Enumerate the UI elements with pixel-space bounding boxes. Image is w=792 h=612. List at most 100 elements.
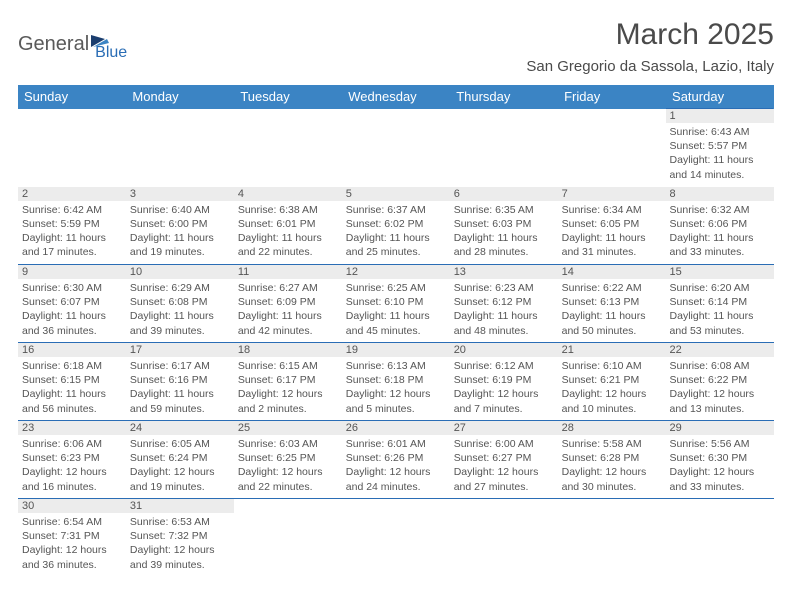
- calendar-cell: 25 Sunrise: 6:03 AMSunset: 6:25 PMDayligh…: [234, 421, 342, 499]
- day-number: 18: [234, 343, 342, 357]
- day-header: Sunday: [18, 85, 126, 109]
- sunrise-line: Sunrise: 6:32 AM: [670, 203, 770, 217]
- sunset-line: Sunset: 6:25 PM: [238, 451, 338, 465]
- day-details: Sunrise: 6:37 AMSunset: 6:02 PMDaylight:…: [346, 203, 446, 260]
- calendar-cell: [342, 499, 450, 577]
- sunrise-line: Sunrise: 6:17 AM: [130, 359, 230, 373]
- daylight-line: Daylight: 12 hours and 2 minutes.: [238, 387, 338, 415]
- daylight-line: Daylight: 11 hours and 56 minutes.: [22, 387, 122, 415]
- calendar-row: 30Sunrise: 6:54 AMSunset: 7:31 PMDayligh…: [18, 499, 774, 577]
- day-details: Sunrise: 6:25 AMSunset: 6:10 PMDaylight:…: [346, 281, 446, 338]
- location: San Gregorio da Sassola, Lazio, Italy: [526, 58, 774, 75]
- day-details: Sunrise: 6:03 AMSunset: 6:25 PMDaylight:…: [238, 437, 338, 494]
- calendar-row: 2Sunrise: 6:42 AMSunset: 5:59 PMDaylight…: [18, 187, 774, 265]
- calendar-cell: 19 Sunrise: 6:13 AMSunset: 6:18 PMDayligh…: [342, 343, 450, 421]
- day-header: Thursday: [450, 85, 558, 109]
- calendar-cell: 23Sunrise: 6:06 AMSunset: 6:23 PMDayligh…: [18, 421, 126, 499]
- day-number: 14: [558, 265, 666, 279]
- calendar-cell: 10Sunrise: 6:29 AMSunset: 6:08 PMDayligh…: [126, 265, 234, 343]
- day-header: Friday: [558, 85, 666, 109]
- day-details: Sunrise: 6:34 AMSunset: 6:05 PMDaylight:…: [562, 203, 662, 260]
- day-details: Sunrise: 6:30 AMSunset: 6:07 PMDaylight:…: [22, 281, 122, 338]
- calendar-cell: [234, 109, 342, 187]
- sunset-line: Sunset: 6:05 PM: [562, 217, 662, 231]
- sunrise-line: Sunrise: 6:34 AM: [562, 203, 662, 217]
- sunset-line: Sunset: 6:28 PM: [562, 451, 662, 465]
- sunset-line: Sunset: 6:09 PM: [238, 295, 338, 309]
- sunset-line: Sunset: 7:31 PM: [22, 529, 122, 543]
- sunrise-line: Sunrise: 6:01 AM: [346, 437, 446, 451]
- day-number: 3: [126, 187, 234, 201]
- sunrise-line: Sunrise: 6:08 AM: [670, 359, 770, 373]
- day-details: Sunrise: 6:13 AMSunset: 6:18 PMDaylight:…: [346, 359, 446, 416]
- calendar-cell: 7Sunrise: 6:34 AMSunset: 6:05 PMDaylight…: [558, 187, 666, 265]
- daylight-line: Daylight: 11 hours and 45 minutes.: [346, 309, 446, 337]
- sunrise-line: Sunrise: 6:15 AM: [238, 359, 338, 373]
- sunset-line: Sunset: 6:24 PM: [130, 451, 230, 465]
- calendar-cell: 22Sunrise: 6:08 AMSunset: 6:22 PMDayligh…: [666, 343, 774, 421]
- day-details: Sunrise: 6:10 AMSunset: 6:21 PMDaylight:…: [562, 359, 662, 416]
- sunrise-line: Sunrise: 6:03 AM: [238, 437, 338, 451]
- day-number: 25: [234, 421, 342, 435]
- sunset-line: Sunset: 6:14 PM: [670, 295, 770, 309]
- day-details: Sunrise: 6:08 AMSunset: 6:22 PMDaylight:…: [670, 359, 770, 416]
- calendar-cell: 31Sunrise: 6:53 AMSunset: 7:32 PMDayligh…: [126, 499, 234, 577]
- daylight-line: Daylight: 11 hours and 42 minutes.: [238, 309, 338, 337]
- calendar-row: 9 Sunrise: 6:30 AMSunset: 6:07 PMDaylight…: [18, 265, 774, 343]
- day-number: 17: [126, 343, 234, 357]
- daylight-line: Daylight: 12 hours and 19 minutes.: [130, 465, 230, 493]
- calendar-cell: [18, 109, 126, 187]
- daylight-line: Daylight: 12 hours and 39 minutes.: [130, 543, 230, 571]
- day-details: Sunrise: 6:32 AMSunset: 6:06 PMDaylight:…: [670, 203, 770, 260]
- calendar-cell: 14 Sunrise: 6:22 AMSunset: 6:13 PMDayligh…: [558, 265, 666, 343]
- daylight-line: Daylight: 11 hours and 59 minutes.: [130, 387, 230, 415]
- sunset-line: Sunset: 6:16 PM: [130, 373, 230, 387]
- daylight-line: Daylight: 11 hours and 39 minutes.: [130, 309, 230, 337]
- sunset-line: Sunset: 6:00 PM: [130, 217, 230, 231]
- day-number: 12: [342, 265, 450, 279]
- sunset-line: Sunset: 6:01 PM: [238, 217, 338, 231]
- day-details: Sunrise: 6:15 AMSunset: 6:17 PMDaylight:…: [238, 359, 338, 416]
- daylight-line: Daylight: 12 hours and 36 minutes.: [22, 543, 122, 571]
- calendar-cell: [450, 499, 558, 577]
- day-number: 19: [342, 343, 450, 357]
- day-number: 28: [558, 421, 666, 435]
- sunset-line: Sunset: 6:06 PM: [670, 217, 770, 231]
- calendar-cell: 18 Sunrise: 6:15 AMSunset: 6:17 PMDayligh…: [234, 343, 342, 421]
- sunrise-line: Sunrise: 6:05 AM: [130, 437, 230, 451]
- sunset-line: Sunset: 6:18 PM: [346, 373, 446, 387]
- calendar-cell: 15Sunrise: 6:20 AMSunset: 6:14 PMDayligh…: [666, 265, 774, 343]
- daylight-line: Daylight: 11 hours and 22 minutes.: [238, 231, 338, 259]
- calendar-cell: 20 Sunrise: 6:12 AMSunset: 6:19 PMDayligh…: [450, 343, 558, 421]
- day-details: Sunrise: 6:22 AMSunset: 6:13 PMDaylight:…: [562, 281, 662, 338]
- calendar-cell: [558, 499, 666, 577]
- day-number: 29: [666, 421, 774, 435]
- day-number: 27: [450, 421, 558, 435]
- day-details: Sunrise: 6:05 AMSunset: 6:24 PMDaylight:…: [130, 437, 230, 494]
- header: General Blue March 2025 San Gregorio da …: [18, 18, 774, 81]
- day-details: Sunrise: 6:17 AMSunset: 6:16 PMDaylight:…: [130, 359, 230, 416]
- day-details: Sunrise: 6:12 AMSunset: 6:19 PMDaylight:…: [454, 359, 554, 416]
- day-number: 23: [18, 421, 126, 435]
- sunrise-line: Sunrise: 5:58 AM: [562, 437, 662, 451]
- day-number: 9: [18, 265, 126, 279]
- calendar-row: 23Sunrise: 6:06 AMSunset: 6:23 PMDayligh…: [18, 421, 774, 499]
- daylight-line: Daylight: 11 hours and 14 minutes.: [670, 153, 770, 181]
- sunset-line: Sunset: 6:21 PM: [562, 373, 662, 387]
- calendar-cell: 9 Sunrise: 6:30 AMSunset: 6:07 PMDaylight…: [18, 265, 126, 343]
- sunset-line: Sunset: 5:59 PM: [22, 217, 122, 231]
- day-header: Monday: [126, 85, 234, 109]
- daylight-line: Daylight: 12 hours and 13 minutes.: [670, 387, 770, 415]
- daylight-line: Daylight: 11 hours and 28 minutes.: [454, 231, 554, 259]
- daylight-line: Daylight: 11 hours and 53 minutes.: [670, 309, 770, 337]
- calendar-cell: [666, 499, 774, 577]
- day-number: 4: [234, 187, 342, 201]
- calendar-cell: 16Sunrise: 6:18 AMSunset: 6:15 PMDayligh…: [18, 343, 126, 421]
- daylight-line: Daylight: 11 hours and 36 minutes.: [22, 309, 122, 337]
- daylight-line: Daylight: 12 hours and 10 minutes.: [562, 387, 662, 415]
- day-number: 20: [450, 343, 558, 357]
- day-header: Tuesday: [234, 85, 342, 109]
- day-details: Sunrise: 6:23 AMSunset: 6:12 PMDaylight:…: [454, 281, 554, 338]
- calendar-cell: 17 Sunrise: 6:17 AMSunset: 6:16 PMDayligh…: [126, 343, 234, 421]
- logo: General Blue: [18, 18, 127, 62]
